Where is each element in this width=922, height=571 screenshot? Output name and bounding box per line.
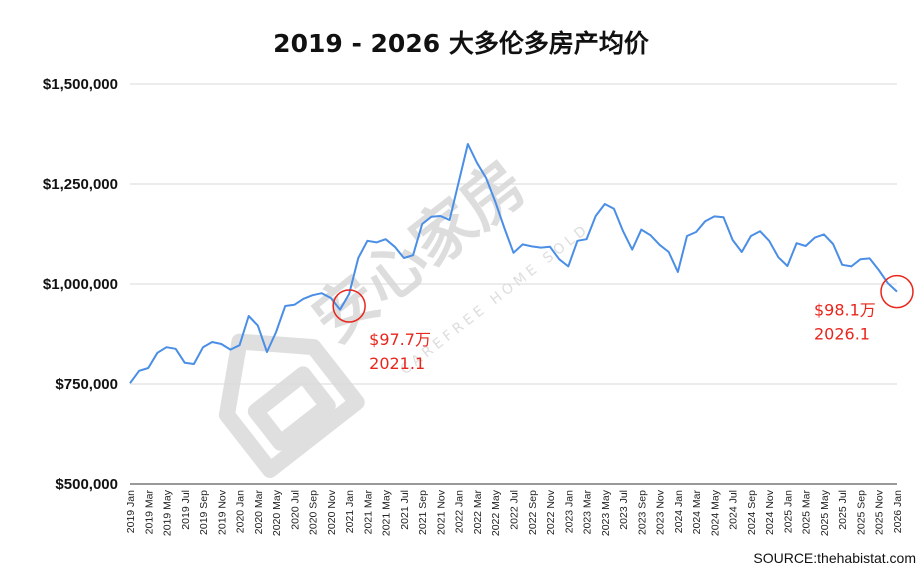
y-axis-ticks: $1,500,000 $1,250,000 $1,000,000 $750,000 $5… bbox=[43, 76, 118, 493]
x-tick-label: 2021 Jul bbox=[399, 490, 411, 530]
x-tick-label: 2020 Jul bbox=[289, 490, 301, 530]
x-tick-label: 2024 Nov bbox=[764, 489, 776, 535]
x-tick-label: 2020 May bbox=[271, 489, 283, 536]
x-tick-label: 2023 May bbox=[600, 489, 612, 536]
x-tick-label: 2019 Sep bbox=[198, 490, 210, 535]
chart-title: 2019 - 2026 大多伦多房产均价 bbox=[273, 29, 650, 58]
y-tick-label: $1,250,000 bbox=[43, 176, 118, 193]
x-tick-label: 2021 Mar bbox=[362, 489, 374, 534]
x-tick-label: 2025 Nov bbox=[874, 489, 886, 535]
x-tick-label: 2021 Sep bbox=[417, 490, 429, 535]
x-tick-label: 2021 Jan bbox=[344, 490, 356, 533]
x-tick-label: 2025 Mar bbox=[801, 489, 813, 534]
x-tick-label: 2025 Sep bbox=[856, 490, 868, 535]
x-tick-label: 2024 Sep bbox=[746, 490, 758, 535]
x-tick-label: 2025 Jan bbox=[782, 490, 794, 533]
series-line bbox=[129, 143, 898, 384]
y-tick-label: $500,000 bbox=[55, 476, 118, 493]
gridlines bbox=[130, 83, 897, 485]
x-tick-label: 2021 Nov bbox=[436, 489, 448, 535]
x-tick-label: 2024 Jul bbox=[728, 490, 740, 530]
source-label: SOURCE:thehabistat.com bbox=[753, 550, 916, 566]
x-tick-label: 2022 Jan bbox=[454, 490, 466, 533]
x-tick-label: 2022 Jul bbox=[509, 490, 521, 530]
x-tick-label: 2026 Jan bbox=[892, 490, 904, 533]
x-tick-label: 2019 Nov bbox=[216, 489, 228, 535]
x-tick-label: 2023 Mar bbox=[582, 489, 594, 534]
x-tick-label: 2019 Jul bbox=[180, 490, 192, 530]
annotations: $97.7万 2021.1 $98.1万 2026.1 bbox=[332, 274, 914, 373]
x-tick-label: 2020 Sep bbox=[308, 490, 320, 535]
annotation-date: 2021.1 bbox=[369, 354, 425, 373]
y-tick-label: $1,000,000 bbox=[43, 276, 118, 293]
x-tick-label: 2019 May bbox=[162, 489, 174, 536]
y-tick-label: $1,500,000 bbox=[43, 76, 118, 93]
y-tick-label: $750,000 bbox=[55, 376, 118, 393]
x-tick-label: 2022 May bbox=[490, 489, 502, 536]
watermark: 安心家房 CAREFREE HOME SOLD bbox=[218, 147, 593, 478]
x-tick-label: 2023 Jul bbox=[618, 490, 630, 530]
x-tick-label: 2019 Mar bbox=[143, 489, 155, 534]
x-tick-label: 2023 Sep bbox=[636, 490, 648, 535]
x-tick-label: 2024 May bbox=[709, 489, 721, 536]
x-tick-label: 2020 Jan bbox=[235, 490, 247, 533]
annotation-circle bbox=[332, 289, 366, 323]
x-tick-label: 2023 Nov bbox=[655, 489, 667, 535]
annotation-date: 2026.1 bbox=[814, 325, 870, 344]
x-tick-label: 2019 Jan bbox=[125, 490, 137, 533]
series-layer bbox=[129, 143, 898, 384]
house-logo bbox=[218, 333, 365, 478]
x-tick-label: 2023 Jan bbox=[563, 490, 575, 533]
annotation-value: $98.1万 bbox=[814, 301, 876, 320]
x-tick-label: 2022 Sep bbox=[527, 490, 539, 535]
x-tick-label: 2020 Mar bbox=[253, 489, 265, 534]
x-tick-label: 2024 Jan bbox=[673, 490, 685, 533]
annotation-circle bbox=[880, 274, 914, 309]
x-tick-label: 2025 Jul bbox=[837, 490, 849, 530]
watermark-text: 安心家房 bbox=[299, 147, 539, 357]
x-tick-label: 2022 Nov bbox=[545, 489, 557, 535]
x-tick-label: 2022 Mar bbox=[472, 489, 484, 534]
annotation-value: $97.7万 bbox=[369, 330, 431, 349]
x-tick-label: 2025 May bbox=[819, 489, 831, 536]
x-tick-label: 2021 May bbox=[381, 489, 393, 536]
x-axis-ticks: 2019 Jan 2019 Mar 2019 May 2019 Jul 2019 Sep… bbox=[125, 489, 904, 536]
x-tick-label: 2020 Nov bbox=[326, 489, 338, 535]
x-tick-label: 2024 Mar bbox=[691, 489, 703, 534]
